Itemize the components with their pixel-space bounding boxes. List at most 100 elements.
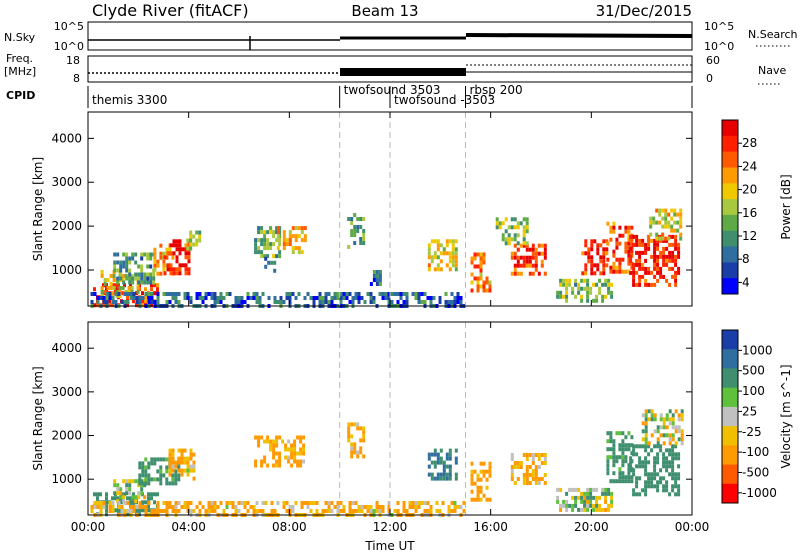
data-cell (433, 448, 437, 453)
data-cell (240, 300, 244, 304)
data-cell (438, 300, 442, 304)
data-cell (390, 292, 394, 296)
data-cell (125, 487, 129, 492)
data-cell (102, 501, 106, 505)
data-cell (510, 453, 514, 457)
data-cell (612, 443, 616, 448)
data-cell (442, 247, 446, 252)
data-cell (647, 266, 651, 271)
data-cell (399, 292, 403, 296)
data-cell (662, 254, 666, 259)
data-cell (198, 234, 202, 239)
data-cell (354, 501, 358, 505)
colorbar-segment (722, 167, 738, 184)
data-cell (210, 501, 214, 505)
data-cell (482, 473, 486, 478)
data-cell (435, 501, 439, 505)
data-cell (152, 272, 156, 277)
data-cell (618, 447, 622, 452)
data-cell (673, 228, 677, 233)
data-cell (293, 451, 297, 456)
data-cell (123, 300, 127, 304)
data-cell (162, 263, 166, 268)
data-cell (414, 296, 418, 300)
data-cell (138, 477, 142, 482)
data-cell (577, 495, 581, 500)
data-cell (593, 271, 597, 276)
data-cell (609, 431, 613, 436)
data-cell (671, 484, 675, 489)
data-cell (655, 208, 659, 213)
data-cell (270, 260, 274, 265)
data-cell (146, 276, 150, 281)
data-cell (273, 268, 277, 273)
data-cell (408, 501, 412, 505)
data-cell (175, 247, 179, 252)
data-cell (366, 505, 370, 509)
data-cell (661, 224, 665, 229)
data-cell (671, 234, 675, 239)
data-cell (525, 469, 529, 473)
data-cell (207, 509, 211, 513)
data-cell (354, 296, 358, 300)
data-cell (189, 452, 193, 457)
data-cell (450, 300, 454, 304)
data-cell (627, 463, 631, 468)
data-cell (275, 451, 279, 456)
data-cell (278, 435, 282, 440)
data-cell (644, 270, 648, 275)
data-cell (156, 469, 160, 474)
data-cell (504, 229, 508, 234)
data-cell (612, 455, 616, 460)
data-cell (153, 251, 157, 256)
data-cell (234, 505, 238, 509)
data-cell (519, 221, 523, 226)
data-cell (593, 239, 597, 244)
data-cell (583, 503, 587, 508)
data-cell (219, 501, 223, 505)
data-cell (659, 266, 663, 271)
data-cell (607, 286, 611, 291)
data-cell (607, 278, 611, 283)
data-cell (447, 300, 451, 304)
freq-tick-top: 18 (66, 54, 80, 67)
data-cell (192, 476, 196, 481)
data-cell (638, 250, 642, 255)
data-cell (137, 264, 141, 269)
data-cell (462, 501, 466, 505)
data-cell (150, 300, 154, 304)
data-cell (565, 499, 569, 504)
data-cell (123, 292, 127, 296)
data-cell (306, 505, 310, 509)
data-cell (612, 471, 616, 476)
data-cell (615, 459, 619, 464)
x-tick-label: 20:00 (574, 520, 609, 534)
data-cell (138, 501, 142, 505)
data-cell (664, 212, 668, 217)
data-cell (178, 243, 182, 248)
data-cell (246, 501, 250, 505)
data-cell (450, 501, 454, 505)
data-cell (451, 255, 455, 260)
data-cell (618, 257, 622, 262)
freq-label-2: [MHz] (4, 65, 36, 78)
data-cell (586, 290, 590, 295)
data-cell (586, 282, 590, 287)
data-cell (602, 255, 606, 260)
data-cell (671, 266, 675, 271)
data-cell (598, 278, 602, 283)
data-cell (659, 254, 663, 259)
data-cell (306, 501, 310, 505)
data-cell (638, 278, 642, 283)
data-cell (621, 439, 625, 444)
data-cell (656, 238, 660, 243)
data-cell (300, 250, 304, 255)
data-cell (132, 505, 136, 509)
data-cell (650, 472, 654, 477)
data-cell (396, 509, 400, 513)
data-cell (260, 435, 264, 440)
data-cell (445, 464, 449, 469)
data-cell (351, 501, 355, 505)
data-cell (128, 268, 132, 273)
data-cell (495, 217, 499, 222)
